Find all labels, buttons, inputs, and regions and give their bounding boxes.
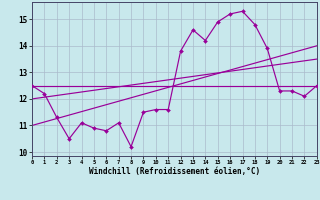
X-axis label: Windchill (Refroidissement éolien,°C): Windchill (Refroidissement éolien,°C): [89, 167, 260, 176]
